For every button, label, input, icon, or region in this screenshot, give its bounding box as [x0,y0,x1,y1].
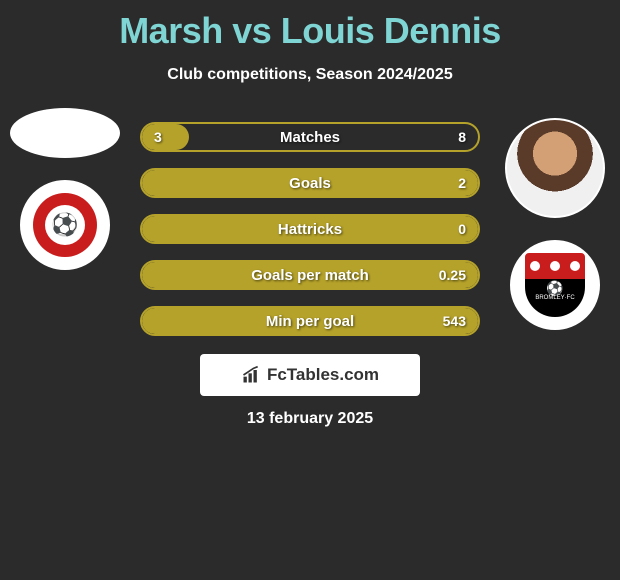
right-player-column: BROMLEY·FC [500,118,610,330]
right-club-badge: BROMLEY·FC [510,240,600,330]
left-player-photo [10,108,120,158]
left-club-badge [20,180,110,270]
stat-label: Goals [142,175,478,192]
stat-label: Hattricks [142,221,478,238]
comparison-bars: 3Matches8 Goals2 Hattricks0 Goals per match… [140,122,480,352]
page-title: Marsh vs Louis Dennis [0,0,620,52]
stat-bar-min-per-goal: Min per goal543 [140,306,480,336]
stat-label: Matches [142,129,478,146]
date-label: 13 february 2025 [0,410,620,428]
stat-bar-hattricks: Hattricks0 [140,214,480,244]
stat-label: Goals per match [142,267,478,284]
brand-text: FcTables.com [267,365,379,385]
stat-label: Min per goal [142,313,478,330]
left-player-column [10,108,120,270]
stat-bar-matches: 3Matches8 [140,122,480,152]
right-player-photo [505,118,605,218]
brand-badge: FcTables.com [200,354,420,396]
stat-bar-goals-per-match: Goals per match0.25 [140,260,480,290]
chart-icon [241,365,261,385]
stat-bar-goals: Goals2 [140,168,480,198]
subtitle: Club competitions, Season 2024/2025 [0,66,620,84]
